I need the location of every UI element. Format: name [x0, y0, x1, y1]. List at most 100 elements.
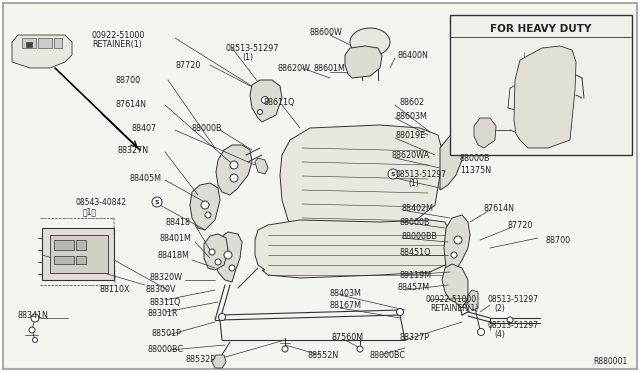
Bar — [42, 228, 114, 280]
Circle shape — [29, 327, 35, 333]
Text: 88603M: 88603M — [395, 112, 427, 121]
Circle shape — [230, 174, 238, 182]
Bar — [54, 256, 74, 264]
Text: 88327N: 88327N — [118, 145, 149, 154]
Text: S: S — [390, 171, 396, 176]
Text: 87720: 87720 — [176, 61, 202, 70]
Polygon shape — [255, 220, 450, 278]
Bar — [76, 240, 86, 250]
Text: 88401M: 88401M — [160, 234, 192, 243]
Text: 88600W: 88600W — [310, 28, 343, 36]
Polygon shape — [345, 46, 382, 78]
Circle shape — [507, 317, 513, 323]
Text: S: S — [155, 199, 159, 205]
Circle shape — [397, 308, 403, 315]
Text: FOR HEAVY DUTY: FOR HEAVY DUTY — [490, 24, 592, 34]
Circle shape — [209, 249, 215, 255]
Text: 88300V: 88300V — [145, 285, 175, 295]
Text: R880001: R880001 — [594, 357, 628, 366]
Text: 88700: 88700 — [546, 235, 571, 244]
Text: 08543-40842: 08543-40842 — [76, 198, 127, 206]
Circle shape — [215, 259, 221, 265]
Text: 87560M: 87560M — [332, 334, 364, 343]
Text: 88601M: 88601M — [314, 64, 346, 73]
Polygon shape — [444, 215, 470, 278]
Text: 88620WA: 88620WA — [392, 151, 430, 160]
Polygon shape — [468, 290, 478, 310]
Polygon shape — [474, 118, 496, 148]
Text: （1）: （1） — [83, 208, 97, 217]
Circle shape — [454, 236, 462, 244]
Text: 88327P: 88327P — [400, 334, 430, 343]
Polygon shape — [250, 80, 282, 122]
Polygon shape — [514, 46, 576, 148]
Bar — [38, 38, 52, 48]
Circle shape — [229, 265, 235, 271]
Text: 08513-51297: 08513-51297 — [396, 170, 447, 179]
Text: 89119M: 89119M — [400, 270, 432, 279]
Text: 88341N: 88341N — [18, 311, 49, 321]
Polygon shape — [255, 158, 268, 174]
Text: 88532P: 88532P — [185, 356, 215, 365]
Text: 88552N: 88552N — [308, 350, 339, 359]
Bar — [26, 42, 32, 47]
Text: 87720: 87720 — [508, 221, 533, 230]
Text: 88320W: 88320W — [150, 273, 183, 282]
Polygon shape — [440, 130, 465, 190]
Polygon shape — [190, 183, 220, 230]
Text: 86400N: 86400N — [398, 51, 429, 60]
Bar — [50, 235, 108, 273]
Text: 88418: 88418 — [165, 218, 190, 227]
Polygon shape — [280, 125, 442, 235]
Text: (1): (1) — [408, 179, 419, 187]
Text: 88000B: 88000B — [460, 154, 490, 163]
Text: (2): (2) — [494, 305, 505, 314]
Text: 88405M: 88405M — [130, 173, 162, 183]
Polygon shape — [212, 355, 226, 368]
Polygon shape — [204, 234, 228, 270]
Text: 88000B: 88000B — [400, 218, 431, 227]
Circle shape — [282, 346, 288, 352]
Polygon shape — [215, 232, 242, 282]
Text: 88611Q: 88611Q — [264, 97, 296, 106]
Text: 88403M: 88403M — [330, 289, 362, 298]
Text: 88602: 88602 — [400, 97, 425, 106]
Text: 88700: 88700 — [115, 76, 140, 84]
Circle shape — [33, 337, 38, 343]
Ellipse shape — [350, 28, 390, 56]
Text: 87614N: 87614N — [484, 203, 515, 212]
Text: 88000BC: 88000BC — [148, 346, 184, 355]
Bar — [54, 240, 74, 250]
Text: 88418M: 88418M — [158, 251, 190, 260]
Bar — [450, 15, 632, 155]
Polygon shape — [12, 35, 72, 68]
Polygon shape — [216, 145, 252, 195]
Text: 88620W: 88620W — [278, 64, 311, 73]
Text: 08513-51297: 08513-51297 — [225, 44, 278, 52]
Text: 88501P: 88501P — [152, 330, 182, 339]
Bar — [22, 38, 36, 48]
Circle shape — [218, 314, 225, 321]
Text: 88110X: 88110X — [100, 285, 131, 295]
Circle shape — [477, 328, 484, 336]
Text: 88402M: 88402M — [402, 203, 434, 212]
Text: 00922-51000: 00922-51000 — [92, 31, 145, 39]
Bar — [76, 256, 86, 264]
Text: 88407: 88407 — [132, 124, 157, 132]
Text: (1): (1) — [242, 52, 253, 61]
Text: 88000BB: 88000BB — [402, 231, 438, 241]
Text: 08513-51297: 08513-51297 — [488, 321, 539, 330]
Circle shape — [224, 251, 232, 259]
Bar — [54, 38, 62, 48]
Text: 88301R: 88301R — [148, 310, 179, 318]
Text: 88167M: 88167M — [330, 301, 362, 310]
Text: 88311Q: 88311Q — [150, 298, 181, 307]
Text: 88019E: 88019E — [395, 131, 425, 140]
Circle shape — [230, 161, 238, 169]
Circle shape — [257, 109, 262, 115]
Text: 87614N: 87614N — [115, 99, 146, 109]
Circle shape — [451, 252, 457, 258]
Text: 88000BC: 88000BC — [370, 350, 406, 359]
Text: RETAINER(1): RETAINER(1) — [430, 304, 478, 312]
Circle shape — [357, 346, 363, 352]
